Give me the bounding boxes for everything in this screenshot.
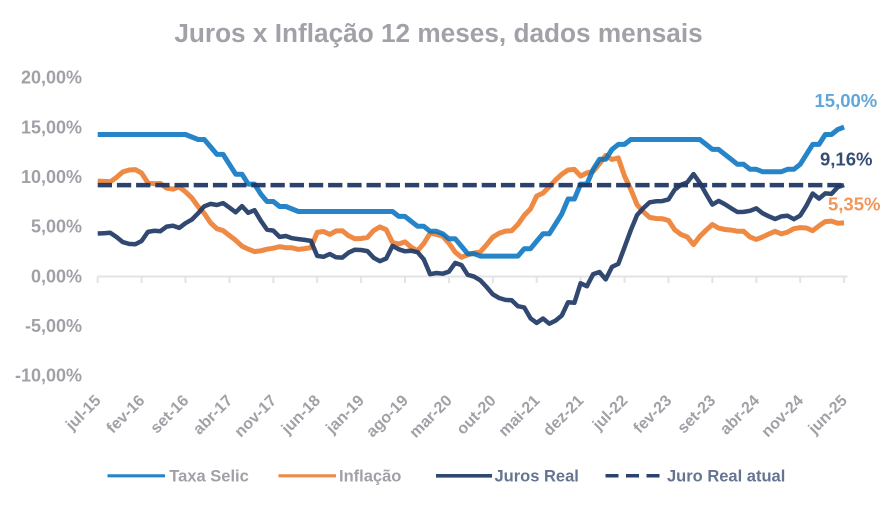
svg-text:15,00%: 15,00% (21, 117, 82, 137)
svg-text:10,00%: 10,00% (21, 167, 82, 187)
svg-text:-10,00%: -10,00% (15, 366, 82, 386)
svg-text:set-16: set-16 (148, 392, 193, 437)
svg-text:set-23: set-23 (675, 392, 720, 437)
svg-text:out-20: out-20 (454, 392, 500, 438)
svg-text:dez-21: dez-21 (540, 392, 587, 439)
svg-text:jul-22: jul-22 (589, 392, 631, 434)
svg-text:jan-19: jan-19 (322, 392, 367, 437)
svg-text:Juros Real: Juros Real (495, 468, 579, 486)
svg-text:nov-24: nov-24 (759, 392, 808, 441)
svg-text:-5,00%: -5,00% (25, 316, 82, 336)
svg-text:Juro Real atual: Juro Real atual (667, 468, 785, 486)
svg-text:mar-20: mar-20 (407, 392, 456, 441)
svg-text:Juros x Inflação 12 meses, dad: Juros x Inflação 12 meses, dados mensais (174, 18, 702, 48)
svg-text:jun-18: jun-18 (278, 392, 324, 438)
svg-text:nov-17: nov-17 (232, 392, 281, 441)
svg-text:5,00%: 5,00% (31, 217, 82, 237)
svg-text:jul-15: jul-15 (62, 392, 104, 434)
svg-text:5,35%: 5,35% (828, 193, 880, 214)
svg-text:fev-16: fev-16 (104, 392, 149, 437)
svg-text:15,00%: 15,00% (815, 90, 878, 111)
svg-text:0,00%: 0,00% (31, 266, 82, 286)
svg-text:9,16%: 9,16% (820, 148, 872, 169)
svg-text:ago-19: ago-19 (363, 392, 412, 441)
svg-text:fev-23: fev-23 (631, 392, 676, 437)
svg-text:mai-21: mai-21 (496, 392, 544, 440)
svg-text:jun-25: jun-25 (805, 392, 851, 438)
svg-text:abr-17: abr-17 (190, 392, 236, 438)
svg-text:Inflação: Inflação (339, 468, 401, 486)
svg-text:abr-24: abr-24 (717, 392, 763, 438)
svg-text:20,00%: 20,00% (21, 68, 82, 88)
svg-text:Taxa Selic: Taxa Selic (169, 468, 249, 486)
